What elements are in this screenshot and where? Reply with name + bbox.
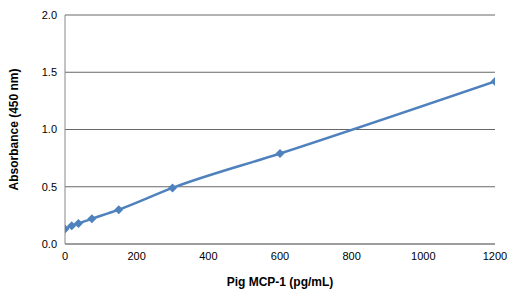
- svg-text:200: 200: [127, 250, 145, 262]
- svg-text:400: 400: [199, 250, 217, 262]
- svg-text:Absorbance (450 nm): Absorbance (450 nm): [8, 68, 21, 190]
- svg-text:0.0: 0.0: [42, 238, 57, 250]
- svg-text:0: 0: [62, 250, 68, 262]
- svg-text:2.0: 2.0: [42, 9, 57, 21]
- svg-text:Pig MCP-1 (pg/mL): Pig MCP-1 (pg/mL): [227, 275, 334, 289]
- svg-text:1.5: 1.5: [42, 66, 57, 78]
- svg-text:600: 600: [271, 250, 289, 262]
- svg-text:0.5: 0.5: [42, 181, 57, 193]
- svg-text:1000: 1000: [411, 250, 435, 262]
- svg-text:800: 800: [342, 250, 360, 262]
- svg-text:1200: 1200: [483, 250, 507, 262]
- svg-text:1.0: 1.0: [42, 123, 57, 135]
